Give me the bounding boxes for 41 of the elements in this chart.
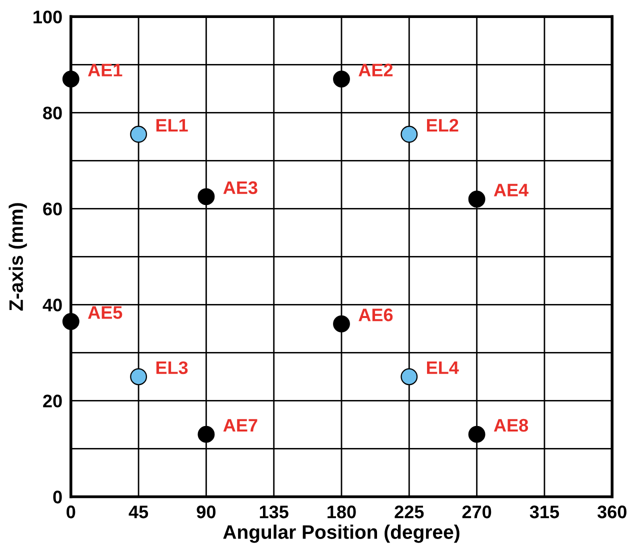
x-tick-label: 270 (462, 506, 492, 518)
y-tick-label: 60 (43, 202, 62, 216)
annotation: AE2 (358, 64, 393, 76)
y-tick-label: 80 (43, 106, 62, 120)
y-tick-label: 0 (53, 490, 62, 504)
x-tick-label: 90 (196, 506, 216, 518)
point (333, 315, 350, 332)
point (198, 188, 215, 206)
annotation: AE3 (223, 181, 258, 194)
point (400, 368, 418, 386)
annotation: AE8 (494, 418, 528, 432)
annotation: AE5 (88, 306, 122, 319)
x-tick-label: 0 (66, 506, 76, 518)
y-tick-label: 100 (34, 10, 62, 24)
y-tick-label: 20 (43, 394, 62, 408)
point (130, 126, 148, 143)
x-axis-title: Angular Position (degree) (223, 524, 460, 543)
annotation: EL3 (156, 361, 188, 374)
x-tick-label: 180 (328, 506, 356, 518)
x-tick-label: 315 (530, 506, 560, 518)
point (468, 426, 486, 443)
annotation: EL4 (427, 362, 459, 374)
point (400, 126, 418, 143)
point (333, 70, 350, 88)
x-tick-label: 225 (394, 506, 424, 518)
point (130, 368, 148, 386)
point (198, 426, 215, 443)
y-tick-label: 40 (42, 298, 62, 312)
annotation: EL1 (156, 119, 188, 132)
x-tick-label: 360 (597, 506, 626, 518)
annotation: AE4 (494, 184, 528, 196)
annotation: AE7 (223, 419, 258, 432)
annotation: AE6 (358, 308, 393, 322)
y-axis-title: Z-axis (mm) (8, 203, 27, 311)
x-tick-label: 45 (128, 506, 148, 518)
annotation: EL2 (427, 118, 458, 132)
point (62, 70, 80, 88)
x-tick-label: 135 (260, 506, 288, 518)
point (468, 190, 486, 208)
point (62, 313, 80, 330)
annotation: AE1 (88, 64, 122, 76)
